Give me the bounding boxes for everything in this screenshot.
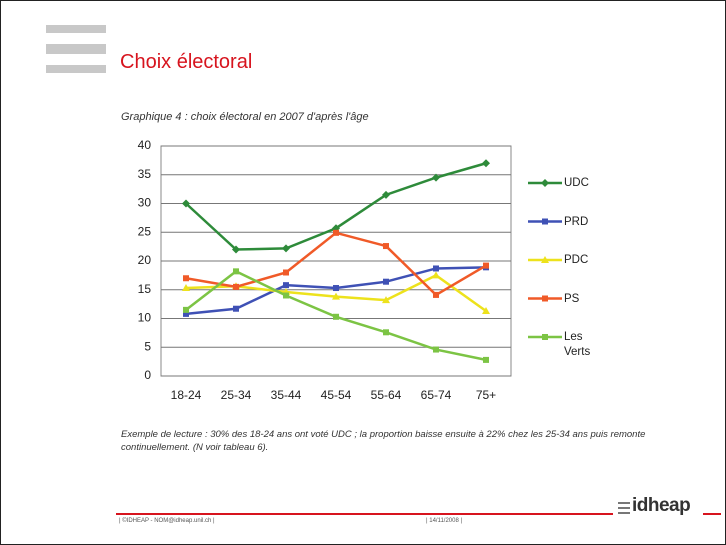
x-tick-label: 35-44 xyxy=(271,388,302,402)
x-tick-label: 18-24 xyxy=(171,388,202,402)
marker xyxy=(482,307,490,315)
marker xyxy=(183,310,189,317)
marker xyxy=(282,244,290,253)
x-tick-label: 55-64 xyxy=(371,388,402,402)
marker xyxy=(483,262,489,269)
legend-label: PDC xyxy=(564,254,589,266)
y-tick-label: 25 xyxy=(138,224,152,238)
marker xyxy=(233,305,239,312)
marker xyxy=(283,292,289,299)
marker xyxy=(233,283,239,290)
marker xyxy=(542,295,548,302)
marker xyxy=(383,243,389,250)
marker xyxy=(283,269,289,276)
legend-label: PRD xyxy=(564,215,589,228)
deco-bar xyxy=(46,65,106,73)
marker xyxy=(183,306,189,313)
marker xyxy=(382,296,390,304)
x-tick-label: 45-54 xyxy=(321,388,352,402)
marker xyxy=(541,256,549,263)
deco-bar xyxy=(46,25,106,33)
series-line xyxy=(185,162,487,251)
y-tick-label: 10 xyxy=(138,311,152,325)
marker xyxy=(182,284,190,292)
legend-label: UDC xyxy=(564,177,589,189)
marker xyxy=(332,292,340,300)
y-tick-label: 15 xyxy=(138,282,152,296)
chart-title: Graphique 4 : choix électoral en 2007 d'… xyxy=(121,111,369,123)
marker xyxy=(433,346,439,353)
chart: 0 5 10 15 20 25 30 35 40 18-24 25-34 35-44 45-54 55-6… xyxy=(138,138,562,402)
caption: Exemple de lecture : 30% des 18-24 ans o… xyxy=(121,429,646,453)
marker xyxy=(283,282,289,289)
marker xyxy=(383,278,389,285)
footer-line xyxy=(116,513,721,515)
x-tick-label: 75+ xyxy=(476,388,496,402)
marker xyxy=(483,356,489,363)
marker xyxy=(542,334,548,340)
y-tick-label: 0 xyxy=(144,368,151,382)
marker xyxy=(433,265,439,272)
legend-label: PS xyxy=(564,292,580,305)
marker xyxy=(383,329,389,336)
y-tick-label: 40 xyxy=(138,138,152,152)
marker xyxy=(433,291,439,298)
y-tick-label: 5 xyxy=(144,339,151,353)
legend-label: Les Verts xyxy=(564,331,591,358)
marker xyxy=(233,268,239,275)
marker xyxy=(183,275,189,282)
logo: idheap xyxy=(632,495,691,516)
marker xyxy=(541,179,549,187)
marker xyxy=(382,190,390,199)
footer-date: | 14/11/2008 | xyxy=(426,518,463,524)
x-tick-label: 25-34 xyxy=(221,388,252,402)
deco-bar xyxy=(46,44,106,54)
marker xyxy=(333,285,339,292)
marker xyxy=(333,229,339,236)
x-tick-label: 65-74 xyxy=(421,388,452,402)
slide-title: Choix électoral xyxy=(120,51,253,73)
y-tick-label: 35 xyxy=(138,167,152,181)
marker xyxy=(333,313,339,320)
logo-lines xyxy=(618,502,630,504)
marker xyxy=(542,218,548,225)
marker xyxy=(432,271,440,279)
marker xyxy=(182,199,190,208)
footer-left: | ©IDHEAP - NOM@idheap.unil.ch | xyxy=(119,518,215,524)
y-tick-label: 30 xyxy=(138,196,152,210)
logo-box xyxy=(613,498,703,516)
marker xyxy=(432,173,440,182)
y-tick-label: 20 xyxy=(138,253,152,267)
marker xyxy=(232,245,240,254)
marker xyxy=(482,159,490,168)
